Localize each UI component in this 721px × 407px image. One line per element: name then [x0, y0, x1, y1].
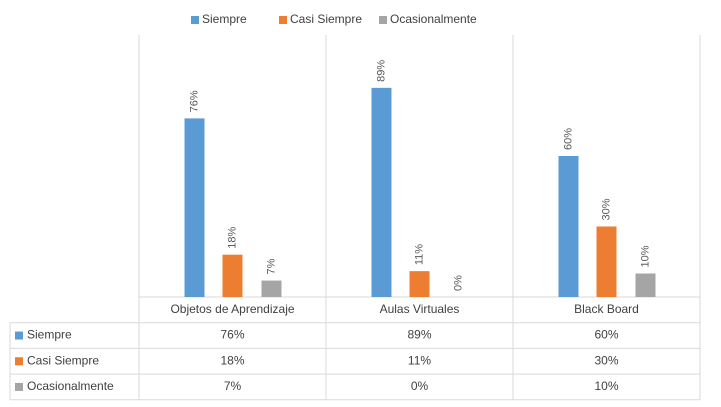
data-label: 30% — [600, 198, 612, 220]
legend-label: Casi Siempre — [290, 12, 362, 26]
bar — [596, 226, 617, 297]
legend-swatch — [379, 16, 387, 24]
table-cell: 7% — [224, 379, 242, 393]
x-tick-label: Black Board — [574, 302, 639, 316]
data-label: 89% — [375, 60, 387, 82]
legend-swatch — [279, 16, 287, 24]
data-label: 18% — [226, 226, 238, 248]
table-legend-swatch — [15, 331, 23, 340]
data-label: 76% — [188, 90, 200, 112]
bar — [184, 118, 205, 298]
bar — [371, 87, 392, 297]
table-cell: 60% — [594, 328, 618, 342]
table-cell: 10% — [594, 379, 618, 393]
legend-label: Siempre — [202, 12, 247, 26]
bar — [222, 254, 243, 297]
table-cell: 30% — [594, 353, 618, 367]
table-cell: 76% — [220, 328, 244, 342]
table-legend-swatch — [15, 382, 23, 391]
data-label: 0% — [452, 275, 464, 291]
bar — [635, 273, 656, 297]
table-row-label: Siempre — [27, 328, 72, 342]
table-cell: 18% — [220, 353, 244, 367]
legend-label: Ocasionalmente — [390, 12, 477, 26]
table-cell: 89% — [407, 328, 431, 342]
data-label: 60% — [562, 128, 574, 150]
x-tick-label: Objetos de Aprendizaje — [170, 302, 294, 316]
bar — [409, 271, 430, 297]
data-label: 11% — [413, 244, 425, 265]
x-tick-label: Aulas Virtuales — [380, 302, 460, 316]
table-cell: 0% — [411, 379, 429, 393]
table-row-label: Casi Siempre — [27, 353, 99, 367]
bar — [558, 156, 579, 297]
bar — [261, 280, 282, 297]
data-label: 10% — [639, 245, 651, 267]
data-label: 7% — [265, 258, 277, 274]
table-row-label: Ocasionalmente — [27, 379, 114, 393]
legend-swatch — [191, 16, 199, 24]
table-legend-swatch — [15, 357, 23, 366]
table-cell: 11% — [408, 353, 431, 367]
